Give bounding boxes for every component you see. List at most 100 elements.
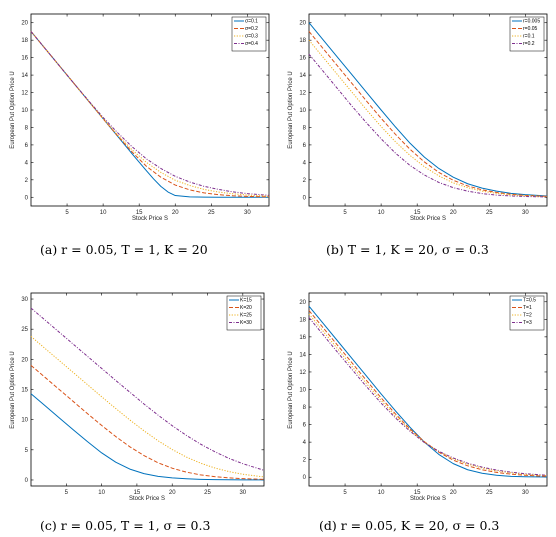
- series-line: [30, 31, 270, 197]
- legend-label: T=0.5: [523, 298, 536, 304]
- y-tick-label: 18: [299, 38, 306, 44]
- x-ticks: 5 10 15 20 25 30: [343, 293, 529, 496]
- series-lines: [30, 31, 270, 198]
- x-axis-label: Stock Price S: [132, 216, 168, 222]
- x-tick-label: 20: [450, 490, 457, 496]
- y-tick-label: 2: [303, 458, 307, 464]
- series-lines: [308, 22, 548, 198]
- y-tick-label: 4: [303, 440, 307, 446]
- plot-frame: [30, 292, 265, 487]
- series-lines: [30, 307, 265, 481]
- chart-panel-c: 0 5 10 15 20 25 30 5 10 15 20 25 30 Stock Price S E…: [10, 292, 265, 533]
- x-ticks: 5 10 15 20 25 30: [65, 14, 251, 216]
- x-tick-label: 10: [378, 210, 385, 216]
- y-axis-label: European Put Option Price U: [288, 351, 294, 428]
- legend-label: r=0.1: [523, 34, 535, 40]
- legend-label: K=20: [240, 305, 252, 311]
- chart-caption: (a) r = 0.05, T = 1, K = 20: [40, 242, 208, 257]
- x-tick-label: 30: [239, 490, 246, 496]
- y-tick-label: 10: [299, 388, 306, 394]
- y-tick-label: 14: [21, 73, 28, 79]
- legend-label: σ=0.3: [245, 34, 258, 40]
- y-tick-label: 8: [303, 405, 307, 411]
- y-tick-label: 18: [299, 317, 306, 323]
- chart-caption: (c) r = 0.05, T = 1, σ = 0.3: [40, 518, 210, 533]
- y-axis-label: European Put Option Price U: [10, 71, 16, 148]
- series-line: [308, 313, 548, 477]
- chart-panel-b: 0 2 4 6 8 10 12 14 16 18 20 5 10 15 20 25 30 Stock Pric…: [288, 13, 548, 257]
- chart-panel-d: 0 2 4 6 8 10 12 14 16 18 20 5 10 15 20 25 30 Stock Pric…: [288, 292, 548, 533]
- series-line: [308, 317, 548, 476]
- x-tick-label: 10: [378, 490, 385, 496]
- plot-frame: [30, 13, 270, 207]
- x-tick-label: 25: [204, 490, 211, 496]
- x-tick-label: 5: [65, 490, 69, 496]
- chart-panel-a: 0 2 4 6 8 10 12 14 16 18 20 5 10 15 20 25 30 Stock Pric…: [10, 13, 270, 257]
- y-tick-label: 12: [21, 91, 28, 97]
- chart-caption: (b) T = 1, K = 20, σ = 0.3: [326, 242, 489, 257]
- x-axis-label: Stock Price S: [410, 216, 446, 222]
- legend-label: σ=0.2: [245, 26, 258, 32]
- legend-box: [226, 295, 262, 331]
- y-tick-label: 8: [25, 125, 29, 131]
- y-tick-label: 16: [21, 56, 28, 62]
- series-line: [30, 336, 265, 478]
- legend-label: σ=0.4: [245, 41, 258, 47]
- y-tick-label: 6: [303, 423, 307, 429]
- legend-label: σ=0.1: [245, 19, 258, 25]
- series-line: [30, 364, 265, 480]
- y-tick-label: 30: [21, 297, 28, 303]
- legend: T=0.5T=1 T=2T=3: [509, 295, 545, 331]
- y-axis-label: European Put Option Price U: [288, 71, 294, 148]
- x-tick-label: 20: [172, 210, 179, 216]
- series-line: [30, 393, 265, 481]
- y-tick-label: 14: [299, 352, 306, 358]
- series-lines: [308, 305, 548, 478]
- y-tick-label: 0: [303, 475, 307, 481]
- series-line: [308, 310, 548, 477]
- y-axis-label: European Put Option Price U: [10, 351, 16, 428]
- x-axis-label: Stock Price S: [410, 496, 446, 502]
- x-tick-label: 25: [486, 210, 493, 216]
- y-tick-label: 10: [299, 108, 306, 114]
- y-tick-label: 18: [21, 38, 28, 44]
- x-tick-label: 25: [486, 490, 493, 496]
- x-ticks: 5 10 15 20 25 30: [343, 14, 529, 216]
- x-tick-label: 20: [450, 210, 457, 216]
- legend: σ=0.1σ=0.2 σ=0.3σ=0.4: [231, 16, 267, 52]
- legend: K=15K=20 K=25K=30: [226, 295, 262, 331]
- legend-label: r=0.005: [523, 19, 540, 25]
- y-tick-label: 0: [25, 478, 29, 484]
- x-tick-label: 15: [414, 490, 421, 496]
- y-tick-label: 0: [25, 195, 29, 201]
- y-ticks: 0 2 4 6 8 10 12 14 16 18 20: [21, 21, 269, 201]
- legend-label: T=3: [523, 320, 532, 326]
- series-line: [308, 39, 548, 198]
- y-tick-label: 20: [299, 300, 306, 306]
- series-line: [308, 31, 548, 197]
- x-tick-label: 15: [136, 210, 143, 216]
- x-tick-label: 30: [522, 210, 529, 216]
- legend-box: [231, 16, 267, 52]
- legend-box: [509, 16, 545, 52]
- legend-label: T=2: [523, 313, 532, 319]
- x-tick-label: 10: [100, 210, 107, 216]
- x-tick-label: 20: [169, 490, 176, 496]
- y-tick-label: 2: [303, 178, 307, 184]
- y-tick-label: 14: [299, 73, 306, 79]
- y-tick-label: 12: [299, 91, 306, 97]
- x-tick-label: 15: [134, 490, 141, 496]
- y-tick-label: 16: [299, 56, 306, 62]
- y-tick-label: 16: [299, 335, 306, 341]
- x-tick-label: 10: [98, 490, 105, 496]
- y-tick-label: 6: [303, 143, 307, 149]
- y-tick-label: 5: [25, 448, 29, 454]
- y-tick-label: 10: [21, 108, 28, 114]
- y-tick-label: 0: [303, 195, 307, 201]
- legend-label: K=30: [240, 320, 252, 326]
- chart-caption: (d) r = 0.05, K = 20, σ = 0.3: [319, 518, 499, 533]
- legend-label: r=0.2: [523, 41, 535, 47]
- legend-box: [509, 295, 545, 331]
- y-tick-label: 20: [21, 21, 28, 27]
